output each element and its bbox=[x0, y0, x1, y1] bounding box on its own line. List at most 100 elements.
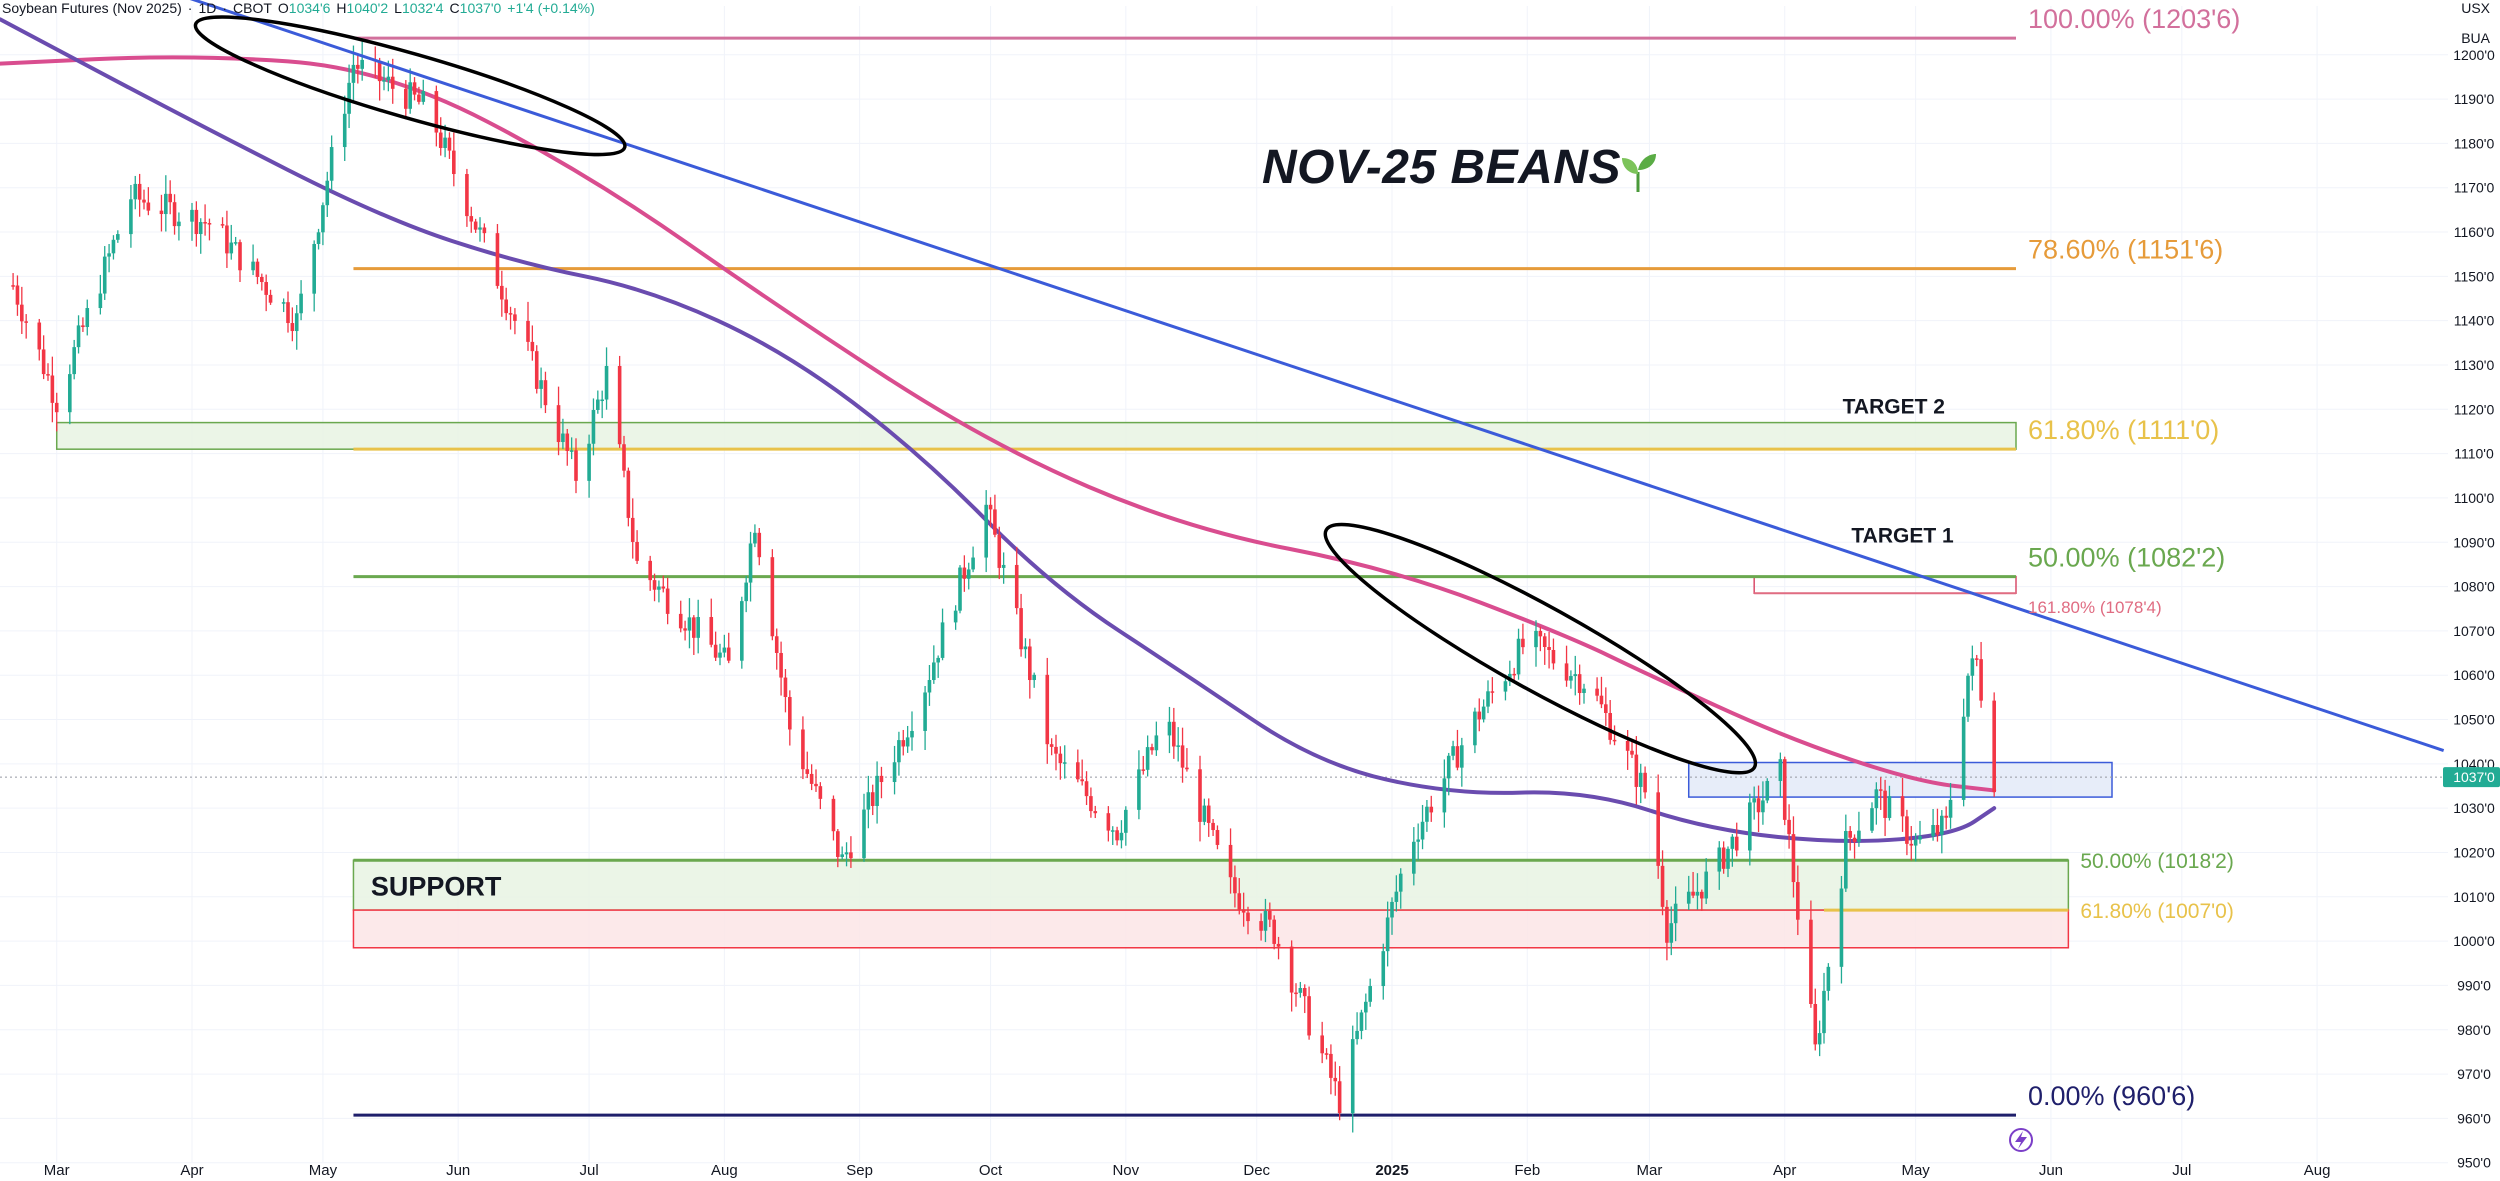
candle bbox=[1394, 875, 1399, 912]
candle bbox=[251, 244, 255, 276]
candle bbox=[1241, 892, 1246, 927]
x-axis: Mar Apr May Jun Jul Aug Sep Oct Nov Dec 2025 Feb Mar… bbox=[44, 1162, 2331, 1179]
candle bbox=[805, 751, 810, 779]
candle bbox=[1887, 785, 1892, 821]
candle bbox=[356, 53, 360, 84]
y-tick-label: 1200'0 bbox=[2453, 47, 2495, 63]
candle bbox=[238, 239, 242, 282]
candle bbox=[1948, 782, 1953, 829]
y-tick-label: 1010'0 bbox=[2453, 889, 2495, 905]
candle bbox=[879, 766, 884, 799]
candle bbox=[229, 224, 234, 260]
candle bbox=[1756, 785, 1761, 833]
y-tick-label: 1050'0 bbox=[2453, 712, 2495, 728]
y-tick-label: 1080'0 bbox=[2453, 579, 2495, 595]
x-tick-label: Feb bbox=[1514, 1162, 1540, 1179]
candle bbox=[1089, 787, 1093, 818]
candle bbox=[447, 132, 452, 159]
y-tick-label: 1160'0 bbox=[2454, 224, 2495, 240]
candle bbox=[997, 526, 1002, 580]
candle bbox=[683, 620, 687, 641]
ohlc-open: O1034'6 bbox=[277, 0, 331, 16]
candle bbox=[1185, 748, 1189, 772]
candle bbox=[1521, 623, 1525, 655]
candle bbox=[1787, 804, 1791, 849]
candle bbox=[54, 392, 59, 432]
candle bbox=[1333, 1061, 1338, 1096]
x-tick-label: Jul bbox=[2172, 1162, 2191, 1179]
candle bbox=[1460, 737, 1464, 787]
x-tick-label: Dec bbox=[1243, 1162, 1270, 1179]
candle bbox=[1809, 900, 1813, 1008]
candle bbox=[648, 555, 652, 591]
candle bbox=[81, 317, 85, 332]
candle bbox=[1119, 820, 1124, 849]
y-tick-label: 960'0 bbox=[2457, 1110, 2491, 1126]
candle bbox=[1913, 833, 1918, 862]
y-tick-label: 990'0 bbox=[2457, 977, 2491, 993]
candle bbox=[203, 204, 207, 236]
candle bbox=[482, 223, 487, 243]
y-tick-label: 1190'0 bbox=[2454, 91, 2495, 107]
candle bbox=[1669, 906, 1674, 956]
candle bbox=[626, 467, 631, 527]
candle bbox=[1643, 766, 1647, 799]
y-tick-label: 1100'0 bbox=[2454, 490, 2495, 506]
candle bbox=[1350, 1025, 1355, 1133]
lightning-bolt-icon[interactable] bbox=[2009, 1128, 2033, 1152]
candle bbox=[753, 524, 757, 548]
candle bbox=[1595, 677, 1599, 702]
y-tick-label: 1150'0 bbox=[2454, 268, 2495, 284]
candle bbox=[984, 490, 988, 573]
candle bbox=[1359, 1009, 1364, 1040]
candle bbox=[1320, 1021, 1324, 1064]
chart-header: Soybean Futures (Nov 2025) · 1D · CBOT O1034'… bbox=[2, 0, 595, 16]
candle bbox=[1608, 699, 1612, 745]
candle bbox=[1337, 1066, 1342, 1121]
candle bbox=[107, 243, 111, 273]
candle bbox=[543, 371, 548, 414]
candle bbox=[1734, 822, 1739, 857]
candle bbox=[1700, 889, 1704, 911]
candle bbox=[1019, 593, 1023, 657]
candle bbox=[936, 655, 940, 678]
currency-label: USX bbox=[2461, 0, 2490, 16]
interval[interactable]: 1D bbox=[198, 0, 217, 16]
candle bbox=[373, 46, 378, 79]
candle bbox=[1014, 546, 1019, 615]
candle bbox=[1451, 740, 1455, 761]
candle bbox=[129, 185, 133, 248]
candle bbox=[1752, 786, 1756, 820]
candle bbox=[1656, 774, 1660, 879]
candle bbox=[875, 761, 879, 824]
ellipses bbox=[193, 15, 1758, 775]
candle bbox=[1508, 660, 1512, 686]
candle bbox=[1577, 664, 1582, 705]
candle bbox=[1324, 1048, 1329, 1060]
y-tick-label: 970'0 bbox=[2457, 1066, 2491, 1082]
candle bbox=[1599, 676, 1604, 709]
candle bbox=[1233, 865, 1237, 908]
candle bbox=[809, 764, 814, 791]
candle bbox=[709, 598, 714, 648]
exchange: CBOT bbox=[233, 0, 272, 16]
highlight-ellipse bbox=[193, 15, 627, 157]
symbol-name: Soybean Futures (Nov 2025) bbox=[2, 0, 182, 16]
candle bbox=[1826, 963, 1831, 1001]
candle bbox=[953, 605, 958, 630]
candle bbox=[1259, 913, 1263, 941]
candle bbox=[1503, 674, 1508, 701]
candle bbox=[1979, 641, 1983, 708]
support-level-label: 50.00% (1018'2) bbox=[2080, 850, 2233, 873]
candle bbox=[1791, 816, 1796, 898]
candle bbox=[604, 347, 609, 410]
candle bbox=[495, 224, 500, 289]
candle bbox=[1918, 820, 1922, 844]
x-tick-label: Oct bbox=[979, 1162, 1003, 1179]
candle bbox=[526, 301, 530, 351]
y-tick-label: 980'0 bbox=[2457, 1022, 2491, 1038]
candle bbox=[24, 314, 28, 339]
chart-title: NOV-25 BEANS bbox=[1262, 141, 1621, 194]
zones bbox=[55, 421, 2113, 949]
